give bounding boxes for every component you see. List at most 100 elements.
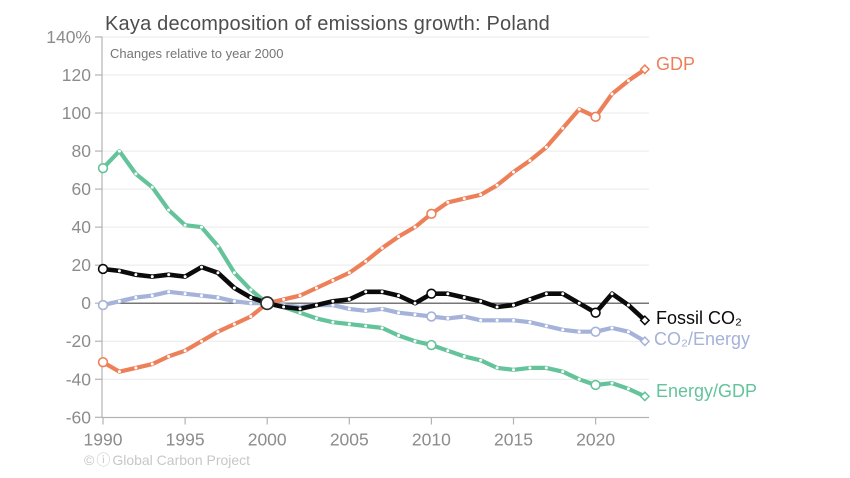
data-point-dot — [397, 235, 401, 239]
data-point-dot — [495, 366, 499, 370]
y-tick-label: 20 — [72, 255, 92, 275]
data-point-dot — [298, 294, 302, 298]
data-point-dot — [314, 316, 318, 320]
data-point-dot — [183, 349, 187, 353]
convergence-marker-2000 — [260, 296, 275, 311]
decade-marker-co2-energy — [426, 311, 437, 322]
x-tick-label: 2010 — [412, 430, 451, 450]
data-point-dot — [200, 294, 204, 298]
data-point-dot — [446, 316, 450, 320]
data-point-dot — [314, 303, 318, 307]
data-point-dot — [495, 318, 499, 322]
data-point-dot — [413, 225, 417, 229]
x-tick-label: 1995 — [166, 430, 205, 450]
cc-icon: © — [84, 452, 95, 468]
data-point-dot — [479, 318, 483, 322]
data-point-dot — [610, 92, 614, 96]
data-point-dot — [577, 330, 581, 334]
data-point-dot — [249, 315, 253, 319]
data-point-dot — [167, 290, 171, 294]
data-point-dot — [183, 292, 187, 296]
decade-marker-co2-energy — [97, 299, 109, 311]
data-point-dot — [610, 326, 614, 330]
data-point-dot — [512, 303, 515, 307]
attribution-by-icon: ⓘ — [96, 452, 111, 468]
decade-marker-energy-gdp — [426, 339, 437, 351]
decade-marker-co2-energy — [590, 326, 601, 337]
y-tick-label: 60 — [72, 179, 92, 199]
data-point-dot — [232, 322, 236, 326]
x-tick-label: 2015 — [494, 430, 533, 450]
data-point-dot — [626, 330, 630, 334]
data-point-dot — [561, 328, 565, 332]
end-marker-fossil-co2 — [639, 315, 651, 326]
data-point-dot — [397, 334, 401, 338]
data-point-dot — [380, 246, 384, 250]
data-point-dot — [347, 307, 351, 311]
data-point-dot — [216, 295, 220, 299]
attribution: © ⓘ Global Carbon Project — [84, 452, 250, 468]
data-point-dot — [167, 354, 171, 358]
decade-marker-gdp — [426, 208, 437, 220]
data-point-dot — [331, 320, 335, 324]
series-label-fossil-co2: Fossil CO₂ — [656, 308, 742, 328]
data-point-dot — [446, 349, 450, 353]
y-tick-label: 140% — [46, 27, 91, 47]
y-tick-label: -20 — [66, 331, 92, 351]
data-point-dot — [364, 290, 368, 294]
data-point-dot — [232, 299, 236, 303]
data-point-dot — [544, 324, 548, 328]
data-point-dot — [626, 79, 630, 83]
data-point-dot — [298, 307, 302, 311]
data-point-dot — [249, 288, 253, 292]
data-point-dot — [298, 311, 302, 315]
y-tick-label: 120 — [62, 65, 91, 85]
end-marker-co2-energy — [639, 335, 651, 347]
data-point-dot — [117, 370, 121, 374]
x-tick-label: 1990 — [84, 430, 123, 450]
data-point-dot — [495, 305, 499, 309]
data-point-dot — [347, 297, 351, 301]
data-point-dot — [364, 309, 368, 313]
y-tick-label: 100 — [62, 103, 91, 123]
data-point-dot — [134, 295, 138, 299]
data-point-dot — [331, 278, 335, 282]
data-point-dot — [314, 286, 318, 290]
data-point-dot — [232, 286, 236, 290]
decade-marker-energy-gdp — [97, 162, 109, 174]
data-point-dot — [216, 330, 220, 334]
data-point-dot — [282, 297, 286, 301]
series-label-co2-energy: CO₂/Energy — [654, 329, 751, 349]
data-point-dot — [577, 107, 581, 111]
data-point-dot — [528, 297, 532, 301]
data-point-dot — [626, 387, 630, 391]
series-label-gdp: GDP — [656, 54, 696, 74]
data-point-dot — [150, 294, 154, 298]
data-point-dot — [479, 193, 483, 197]
data-point-dot — [544, 366, 548, 370]
y-tick-label: 80 — [72, 141, 92, 161]
attribution-text: Global Carbon Project — [112, 452, 251, 468]
data-point-dot — [495, 183, 499, 187]
data-point-dot — [216, 244, 220, 248]
data-point-dot — [150, 185, 154, 189]
data-point-dot — [512, 368, 515, 372]
data-point-dot — [347, 322, 351, 326]
data-point-dot — [462, 315, 466, 319]
series-line-fossil-co2 — [100, 264, 648, 323]
data-point-dot — [249, 301, 253, 305]
data-point-dot — [577, 301, 581, 305]
chart-title: Kaya decomposition of emissions growth: … — [105, 13, 550, 35]
data-point-dot — [167, 273, 171, 277]
data-point-dot — [413, 339, 417, 343]
decade-marker-fossil-co2 — [590, 307, 601, 318]
data-point-dot — [462, 295, 466, 299]
data-point-dot — [380, 290, 384, 294]
data-point-dot — [528, 159, 532, 163]
chart-subtitle: Changes relative to year 2000 — [110, 46, 284, 61]
data-point-dot — [117, 269, 121, 273]
data-point-dot — [282, 305, 286, 309]
y-tick-label: -60 — [66, 407, 92, 427]
data-point-dot — [446, 292, 450, 296]
